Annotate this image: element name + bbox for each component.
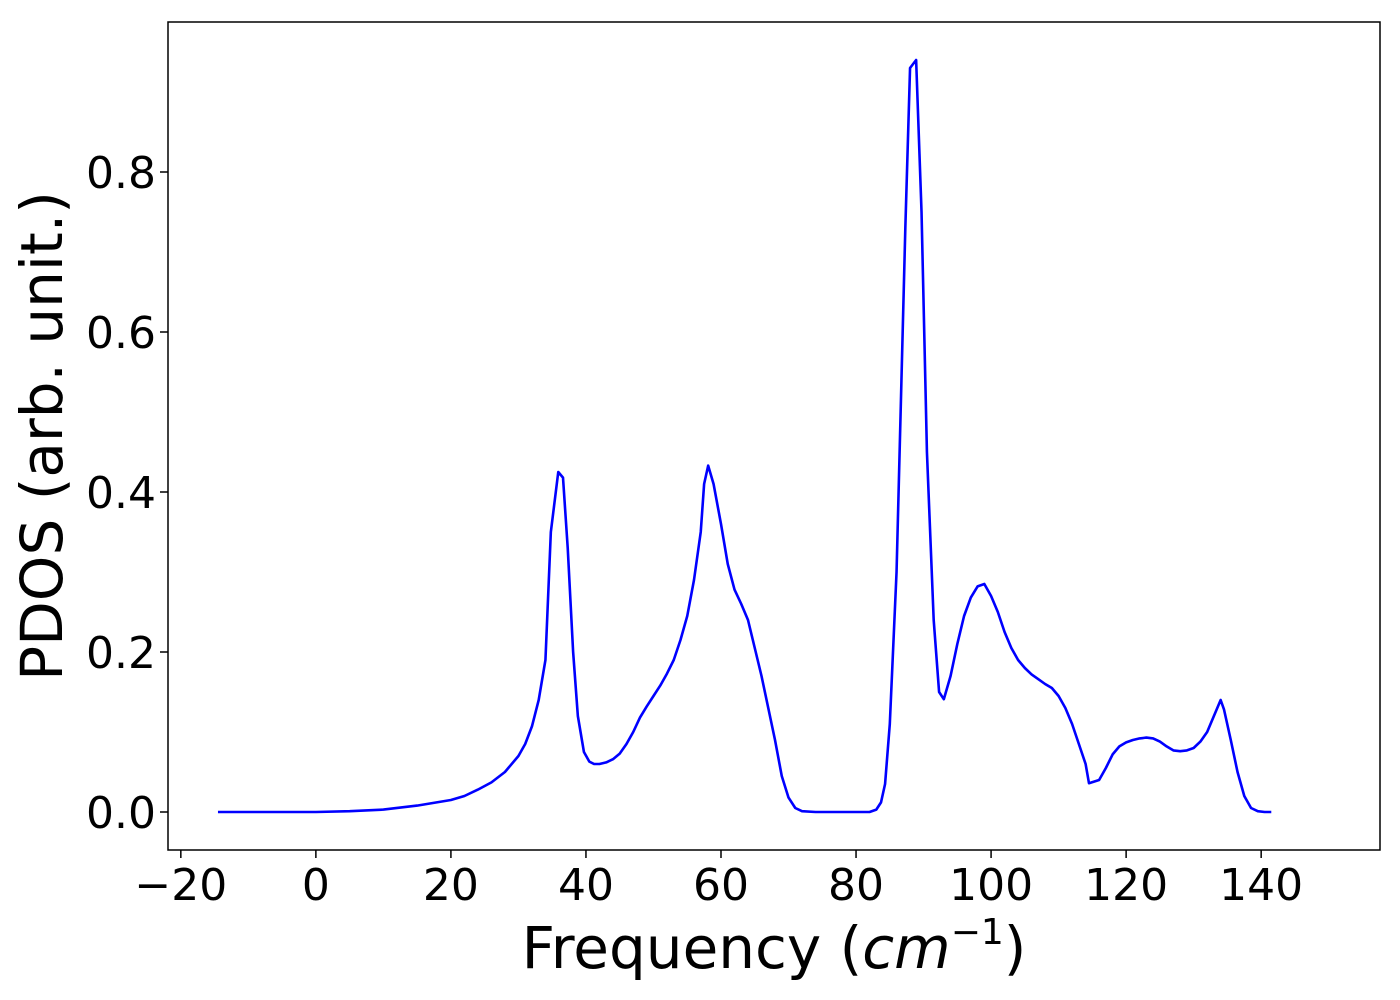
plot-frame <box>167 21 1381 851</box>
x-tick-label: 20 <box>423 860 479 911</box>
y-tick-label: 0.6 <box>86 308 156 359</box>
x-tick-label: 0 <box>302 860 330 911</box>
y-tick-label: 0.4 <box>86 468 156 519</box>
x-tick-label: −20 <box>134 860 227 911</box>
y-tick-label: 0.0 <box>86 788 156 839</box>
x-axis-label: Frequency (cm−1) <box>522 912 1027 982</box>
x-tick-label: 140 <box>1219 860 1303 911</box>
y-tick-label: 0.8 <box>86 148 156 199</box>
y-tick-label: 0.2 <box>86 628 156 679</box>
x-tick-label: 100 <box>949 860 1033 911</box>
x-tick-label: 80 <box>828 860 884 911</box>
y-axis-label: PDOS (arb. unit.) <box>8 191 76 681</box>
x-tick-label: 60 <box>693 860 749 911</box>
data-line <box>217 58 1272 814</box>
x-tick-label: 40 <box>558 860 614 911</box>
x-tick-label: 120 <box>1084 860 1168 911</box>
